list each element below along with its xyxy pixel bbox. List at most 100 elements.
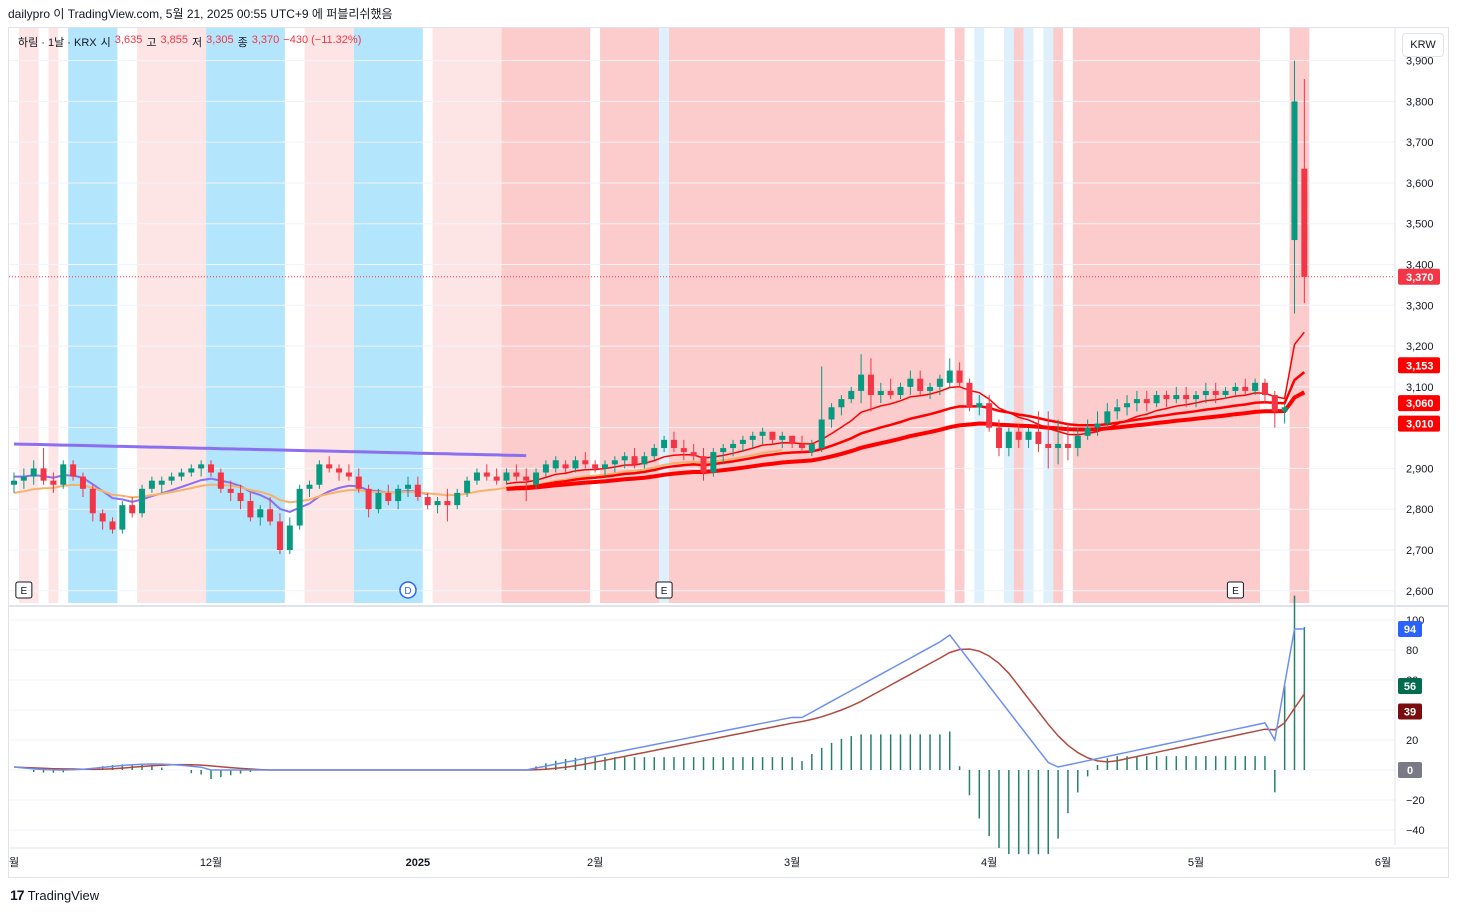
candle-body (1193, 395, 1199, 400)
candle-body (1055, 443, 1062, 449)
candle-body (89, 488, 96, 514)
candle (887, 378, 894, 400)
tradingview-logo-icon: 17 (10, 887, 25, 903)
grid-lines (9, 28, 1448, 849)
candle-body (336, 468, 343, 473)
price-tick-label: 3,500 (1406, 219, 1434, 231)
candle-body (966, 382, 973, 408)
price-label: 3,153 (1398, 357, 1440, 374)
candle-body (720, 448, 727, 453)
tradingview-logo[interactable]: 17 TradingView (10, 887, 99, 903)
bg-band (501, 28, 591, 603)
candle-body (739, 439, 746, 444)
candle-body (838, 399, 845, 408)
candle (247, 492, 254, 522)
publish-header: dailypro 이 TradingView.com, 5월 21, 2025 … (8, 7, 393, 21)
price-label-box (1398, 415, 1440, 432)
candle (168, 472, 175, 485)
candle (927, 382, 934, 400)
candle-body (503, 472, 510, 481)
candle-body (670, 439, 677, 449)
legend-close-label: 종 (237, 37, 248, 49)
candle (907, 370, 914, 396)
price-tick-label: 3,900 (1406, 56, 1434, 68)
candle (473, 468, 480, 485)
candle-body (808, 443, 815, 453)
candle-body (799, 443, 805, 449)
candle (129, 496, 136, 518)
candle-body (641, 456, 648, 465)
candle (1094, 411, 1101, 436)
candle (739, 435, 746, 453)
legend-close: 3,370 (251, 34, 280, 46)
osc-tick-label: 80 (1406, 645, 1418, 657)
candle (326, 456, 333, 473)
candle (1261, 378, 1268, 404)
price-label-text: 3,010 (1406, 419, 1434, 431)
candle-body (848, 390, 855, 400)
price-label-text: 3,370 (1406, 272, 1434, 284)
candle (1232, 382, 1239, 396)
candle (917, 370, 924, 396)
candle-body (582, 460, 589, 465)
candle (956, 362, 963, 387)
bg-band (1043, 28, 1054, 603)
candle (1074, 427, 1081, 457)
legend-open: 3,635 (114, 34, 143, 46)
candle (1163, 390, 1170, 408)
candle (395, 484, 402, 510)
candle (1114, 399, 1121, 420)
candle-body (424, 496, 431, 506)
event-marker[interactable]: E (655, 581, 673, 599)
candle-body (1045, 443, 1052, 449)
candle-body (139, 488, 146, 514)
candle-body (661, 439, 668, 449)
chart-frame (8, 27, 1449, 878)
candle (109, 517, 116, 534)
candle-body (276, 521, 283, 550)
candle-body (395, 488, 402, 502)
candle (1025, 427, 1032, 449)
event-marker[interactable]: D (399, 581, 417, 599)
candle-body (1074, 435, 1081, 449)
tradingview-logo-text: TradingView (27, 887, 100, 903)
currency-button[interactable]: KRW (1402, 33, 1444, 57)
legend-low: 3,305 (206, 34, 234, 46)
time-tick-label: 3월 (784, 856, 800, 869)
candle-body (365, 488, 372, 510)
candle-body (1261, 382, 1268, 396)
candle (779, 431, 786, 449)
oscillator-line (13, 628, 1305, 771)
candle (523, 468, 530, 502)
ma-long-line (13, 442, 527, 458)
candle (582, 452, 589, 469)
candle-body (30, 468, 37, 477)
osc-value-label: 94 (1398, 621, 1422, 637)
event-marker[interactable]: E (15, 581, 33, 599)
bg-band (659, 28, 670, 603)
candle (848, 386, 855, 404)
candle (503, 468, 510, 485)
candle-body (385, 492, 392, 502)
candle-body (60, 464, 67, 485)
candle (79, 472, 86, 497)
event-marker[interactable]: E (1226, 581, 1244, 599)
legend-high: 3,855 (160, 34, 188, 46)
candle (188, 464, 195, 477)
candle-body (1242, 386, 1249, 391)
time-tick-label: 6월 (1375, 856, 1391, 869)
candle-body (198, 464, 205, 469)
candle (1291, 60, 1298, 314)
axes: 3,900 3,800 3,700 3,600 3,500 3,400 3,300 3,200… (9, 56, 1440, 869)
candle-body (70, 464, 77, 477)
candle-body (79, 476, 86, 489)
price-tick-label: 2,700 (1406, 545, 1434, 557)
candle-body (759, 431, 766, 436)
time-tick-label: 4월 (981, 856, 997, 869)
candle (838, 395, 845, 416)
price-tick-label: 3,300 (1406, 300, 1434, 312)
candle-body (473, 472, 480, 481)
bg-band (669, 28, 945, 603)
